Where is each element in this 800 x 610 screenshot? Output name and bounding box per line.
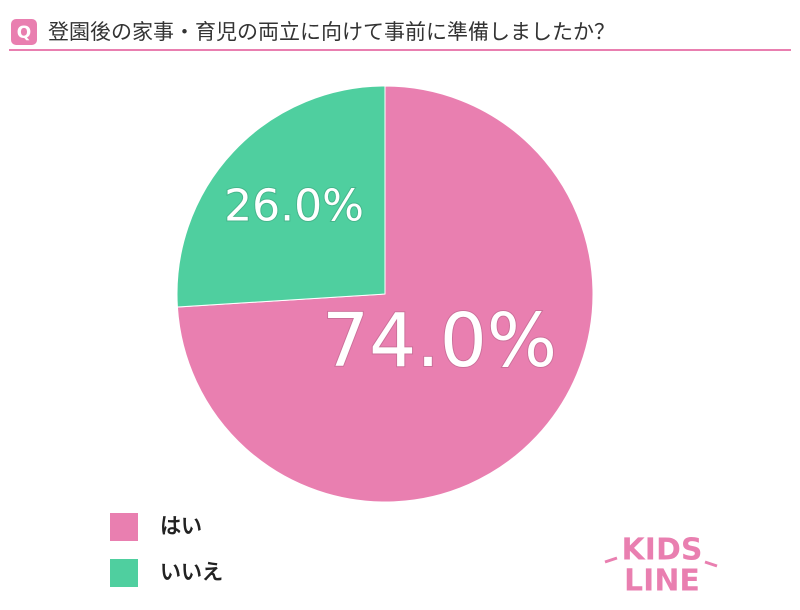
logo: KIDS LINE (604, 533, 718, 599)
legend-swatch (110, 559, 138, 587)
logo-text: KIDS (622, 533, 703, 568)
value-label: 26.0% (224, 181, 364, 232)
legend-label: はい (160, 514, 202, 538)
logo-decoration (604, 556, 718, 568)
legend-label: いいえ (160, 560, 223, 584)
q-badge-label: Q (17, 23, 31, 43)
logo-text: LINE (624, 564, 700, 599)
chart-title: 登園後の家事・育児の両立に向けて事前に準備しましたか？ (48, 20, 615, 44)
value-label: 74.0% (322, 298, 557, 384)
q-badge (11, 19, 37, 45)
legend-swatch (110, 513, 138, 541)
pie-slice (176, 85, 386, 308)
